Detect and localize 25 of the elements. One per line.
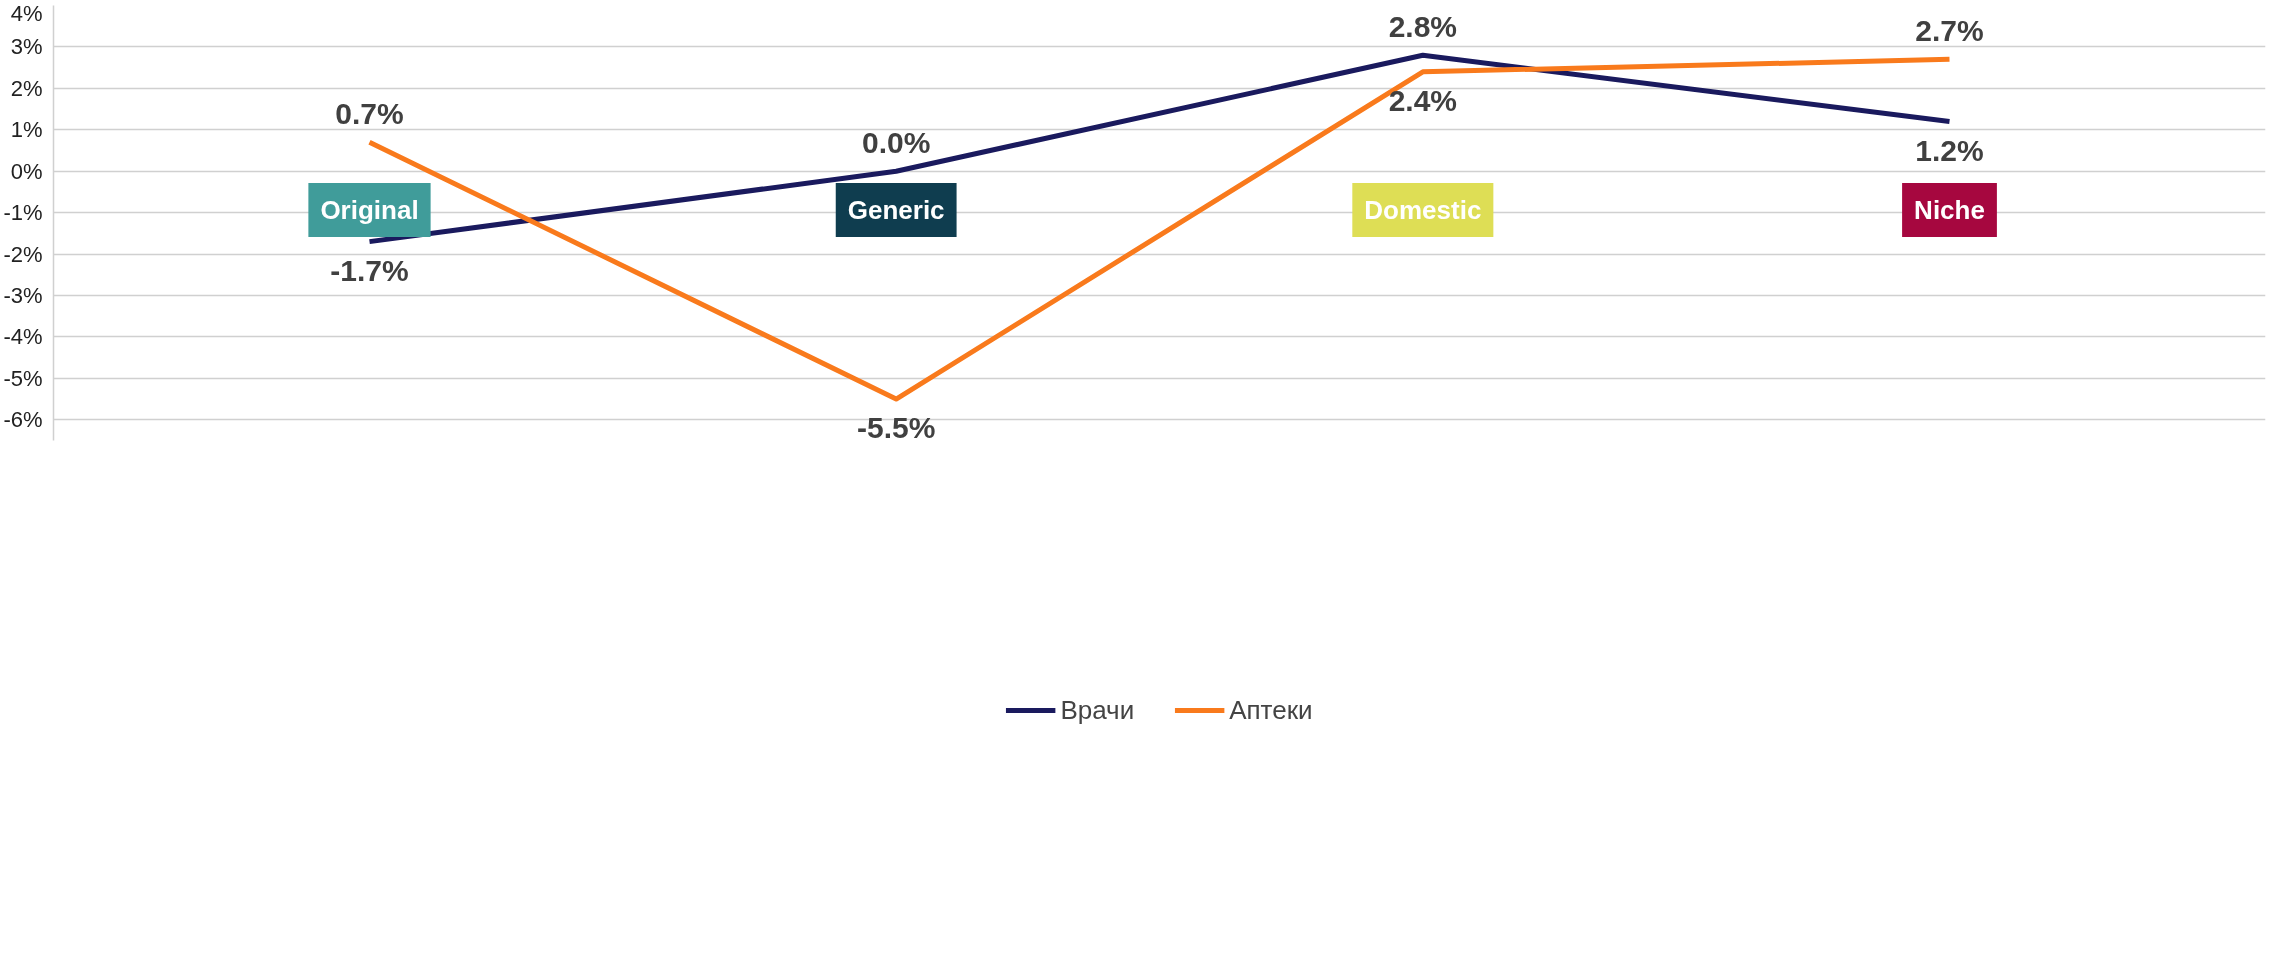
data-label: -1.7% (330, 253, 409, 287)
y-tick-label: 0% (10, 158, 43, 184)
legend-label: Врачи (1060, 694, 1135, 726)
data-label: 2.7% (1915, 14, 1984, 48)
data-label: 0.0% (861, 126, 931, 160)
x-tick-label: Domestic (1364, 194, 1482, 225)
y-tick-label: 3% (10, 34, 43, 60)
y-tick-label: 4% (10, 0, 43, 26)
y-tick-label: 1% (10, 117, 43, 143)
y-tick-label: -5% (3, 365, 43, 391)
y-tick-label: -1% (3, 200, 43, 226)
data-label: 2.8% (1388, 10, 1458, 44)
data-label: 1.2% (1915, 133, 1984, 167)
data-label: 2.4% (1388, 83, 1458, 117)
x-tick-label: Generic (847, 194, 945, 225)
data-label: -5.5% (856, 411, 936, 445)
y-tick-label: -2% (3, 241, 43, 267)
x-tick-label: Original (320, 194, 419, 225)
x-tick-label: Niche (1914, 194, 1985, 225)
data-label: 0.7% (335, 97, 404, 131)
legend-label: Аптеки (1229, 694, 1313, 726)
y-tick-label: -6% (3, 407, 43, 433)
y-tick-label: -4% (3, 324, 43, 350)
y-tick-label: 2% (10, 75, 43, 101)
y-tick-label: -3% (3, 283, 43, 308)
